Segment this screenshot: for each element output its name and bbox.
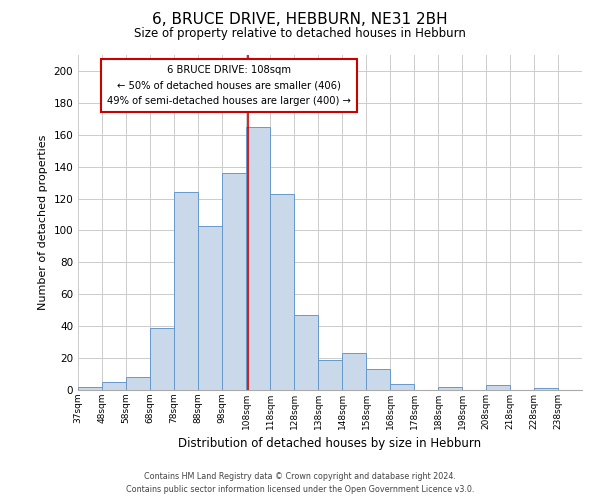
- Bar: [294, 315, 318, 390]
- Bar: [174, 192, 198, 390]
- Bar: [366, 370, 390, 390]
- Bar: [246, 127, 270, 390]
- Bar: [150, 328, 174, 390]
- Bar: [534, 388, 558, 390]
- X-axis label: Distribution of detached houses by size in Hebburn: Distribution of detached houses by size …: [178, 438, 482, 450]
- Bar: [318, 360, 342, 390]
- Bar: [438, 387, 462, 390]
- Bar: [486, 385, 510, 390]
- Text: 6, BRUCE DRIVE, HEBBURN, NE31 2BH: 6, BRUCE DRIVE, HEBBURN, NE31 2BH: [152, 12, 448, 28]
- Text: Size of property relative to detached houses in Hebburn: Size of property relative to detached ho…: [134, 28, 466, 40]
- Bar: [102, 382, 126, 390]
- Bar: [126, 377, 150, 390]
- Bar: [342, 354, 366, 390]
- Text: 6 BRUCE DRIVE: 108sqm
← 50% of detached houses are smaller (406)
49% of semi-det: 6 BRUCE DRIVE: 108sqm ← 50% of detached …: [107, 65, 351, 106]
- Bar: [270, 194, 294, 390]
- Bar: [390, 384, 414, 390]
- Bar: [198, 226, 222, 390]
- Bar: [78, 387, 102, 390]
- Text: Contains HM Land Registry data © Crown copyright and database right 2024.
Contai: Contains HM Land Registry data © Crown c…: [126, 472, 474, 494]
- Y-axis label: Number of detached properties: Number of detached properties: [38, 135, 48, 310]
- Bar: [222, 173, 246, 390]
